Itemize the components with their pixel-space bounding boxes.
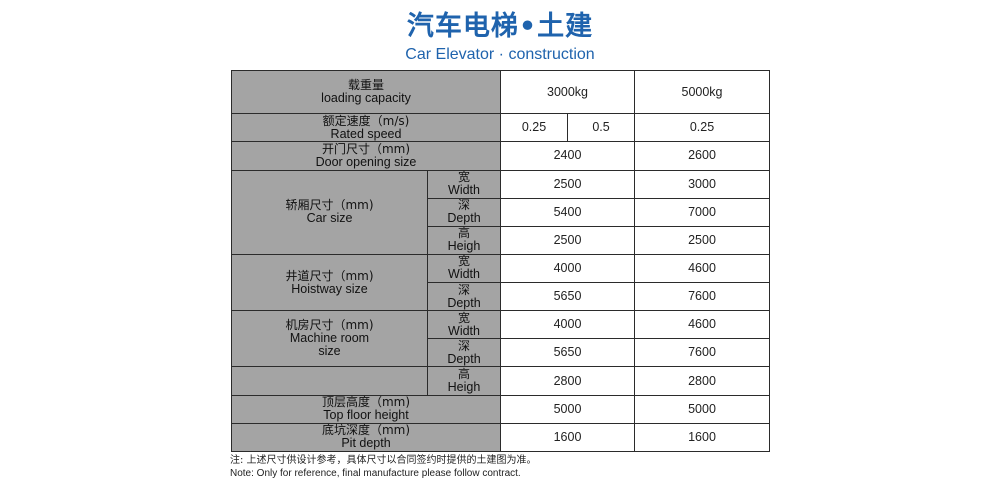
car-height-label: 高 Heigh <box>427 225 501 255</box>
hoistway-depth-label: 深 Depth <box>427 282 501 312</box>
capacity-3000-cell: 3000kg <box>499 69 636 115</box>
machine-width-5000-cell: 4600 <box>634 310 771 340</box>
hoistway-depth-3000-cell: 5650 <box>499 282 636 312</box>
note-chinese: 注: 上述尺寸供设计参考，具体尺寸以合同签约时提供的土建图为准。 <box>230 455 537 466</box>
machine-height-blank-cell <box>231 366 428 396</box>
machine-height-label: 高 Heigh <box>427 366 501 396</box>
capacity-label: 载重量 loading capacity <box>231 69 501 115</box>
row-machine-depth: 深 Depth 5650 7600 <box>232 338 771 368</box>
machine-width-label: 宽 Width <box>427 310 501 340</box>
hoistway-depth-5000-cell: 7600 <box>634 282 771 312</box>
row-car-depth: 深 Depth 5400 7000 <box>232 197 771 227</box>
speed-3000-b-cell: 0.5 <box>566 113 636 143</box>
row-hoistway-width: 井道尺寸（mm) Hoistway size 宽 Width 4000 4600 <box>231 253 771 312</box>
top-floor-5000-cell: 5000 <box>634 394 771 424</box>
capacity-5000-cell: 5000kg <box>634 69 771 115</box>
pit-depth-5000-cell: 1600 <box>634 422 771 453</box>
row-door: 开门尺寸（mm) Door opening size 2400 2600 <box>231 141 771 171</box>
pit-depth-label: 底坑深度（mm) Pit depth <box>231 422 501 453</box>
machine-depth-label: 深 Depth <box>427 338 501 368</box>
machine-depth-5000-cell: 7600 <box>634 338 771 368</box>
machine-height-3000-cell: 2800 <box>499 366 636 396</box>
page-subtitle: Car Elevator · construction <box>405 46 595 63</box>
row-car-width: 轿厢尺寸（mm) Car size 宽 Width 2500 3000 <box>231 169 771 255</box>
car-depth-3000-cell: 5400 <box>499 197 636 227</box>
machine-depth-3000-cell: 5650 <box>499 338 636 368</box>
top-floor-label: 顶层高度（mm) Top floor height <box>231 394 501 424</box>
car-depth-5000-cell: 7000 <box>634 197 771 227</box>
row-machine-height: 高 Heigh 2800 2800 <box>231 366 771 396</box>
door-label: 开门尺寸（mm) Door opening size <box>231 141 501 171</box>
machine-room-size-label: 机房尺寸（mm) Machine room size <box>231 310 428 368</box>
speed-label: 额定速度（m/s) Rated speed <box>231 113 501 143</box>
car-height-3000-cell: 2500 <box>499 225 636 255</box>
machine-height-5000-cell: 2800 <box>634 366 771 396</box>
door-5000-cell: 2600 <box>634 141 771 171</box>
row-car-height: 高 Heigh 2500 2500 <box>232 225 771 255</box>
speed-5000-cell: 0.25 <box>634 113 771 143</box>
car-size-label: 轿厢尺寸（mm) Car size <box>231 169 428 255</box>
machine-width-3000-cell: 4000 <box>499 310 636 340</box>
top-floor-3000-cell: 5000 <box>499 394 636 424</box>
row-capacity: 载重量 loading capacity 3000kg 5000kg <box>231 69 771 115</box>
row-hoistway-depth: 深 Depth 5650 7600 <box>232 282 771 312</box>
speed-3000-a-cell: 0.25 <box>500 113 568 143</box>
row-machine-width: 机房尺寸（mm) Machine room size 宽 Width 4000 … <box>231 310 771 368</box>
spec-table: 载重量 loading capacity 3000kg 5000kg 额定速度（… <box>231 69 771 453</box>
note-english: Note: Only for reference, final manufact… <box>230 468 521 479</box>
pit-depth-3000-cell: 1600 <box>499 422 636 453</box>
hoistway-width-3000-cell: 4000 <box>499 253 636 284</box>
car-width-5000-cell: 3000 <box>634 169 771 199</box>
car-height-5000-cell: 2500 <box>634 225 771 255</box>
car-width-3000-cell: 2500 <box>499 169 636 199</box>
row-speed: 额定速度（m/s) Rated speed 0.25 0.5 0.25 <box>231 113 771 143</box>
hoistway-width-label: 宽 Width <box>427 253 501 284</box>
hoistway-size-label: 井道尺寸（mm) Hoistway size <box>231 253 428 312</box>
hoistway-width-5000-cell: 4600 <box>634 253 771 284</box>
page-title: 汽车电梯•土建 <box>406 11 594 42</box>
row-pit: 底坑深度（mm) Pit depth 1600 1600 <box>231 422 771 453</box>
door-3000-cell: 2400 <box>499 141 636 171</box>
row-top-floor: 顶层高度（mm) Top floor height 5000 5000 <box>231 394 771 424</box>
car-depth-label: 深 Depth <box>427 197 501 227</box>
car-width-label: 宽 Width <box>427 169 501 199</box>
